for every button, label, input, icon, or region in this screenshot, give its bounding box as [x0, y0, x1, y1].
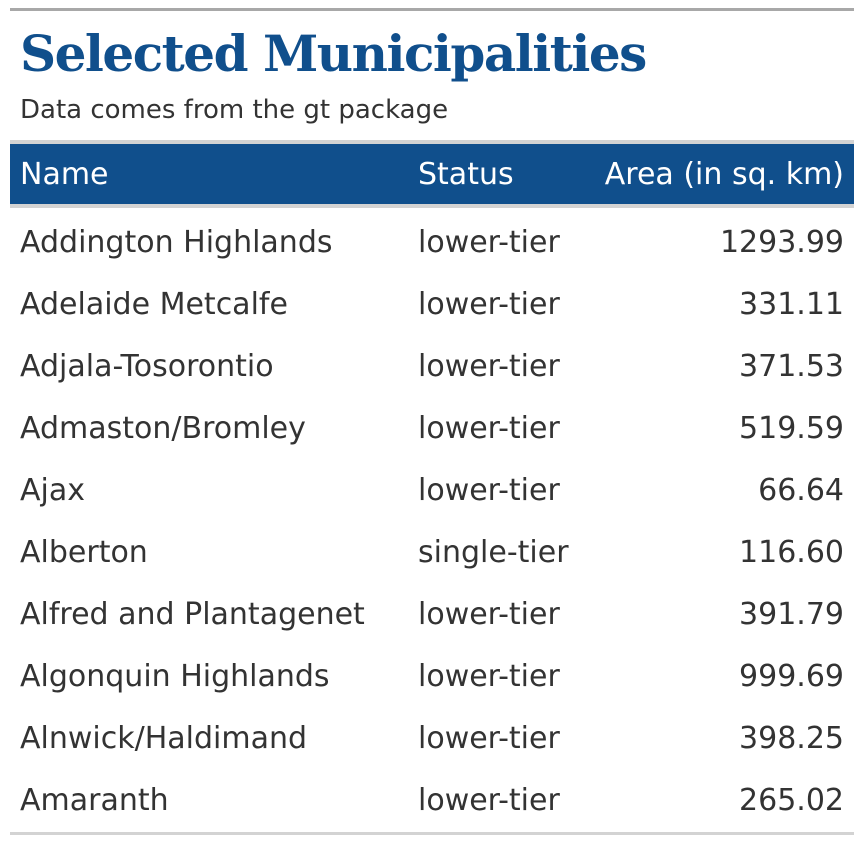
- bottom-rule: [10, 832, 854, 835]
- table-row: Ajax lower-tier 66.64: [10, 459, 854, 521]
- cell-area: 391.79: [739, 596, 844, 632]
- cell-area: 116.60: [739, 534, 844, 570]
- column-header-status[interactable]: Status: [418, 156, 514, 192]
- table-body: Addington Highlands lower-tier 1293.99 A…: [10, 211, 854, 831]
- cell-area: 999.69: [739, 658, 844, 694]
- column-header-row: Name Status Area (in sq. km): [10, 140, 854, 208]
- cell-name: Adelaide Metcalfe: [20, 286, 288, 322]
- table-row: Addington Highlands lower-tier 1293.99: [10, 211, 854, 273]
- cell-name: Amaranth: [20, 782, 169, 818]
- column-header-name[interactable]: Name: [20, 156, 109, 192]
- cell-status: lower-tier: [418, 286, 560, 322]
- table-row: Algonquin Highlands lower-tier 999.69: [10, 645, 854, 707]
- cell-area: 265.02: [739, 782, 844, 818]
- cell-area: 66.64: [758, 472, 844, 508]
- cell-status: lower-tier: [418, 472, 560, 508]
- table-subtitle: Data comes from the gt package: [20, 95, 449, 125]
- table-row: Adelaide Metcalfe lower-tier 331.11: [10, 273, 854, 335]
- cell-name: Adjala-Tosorontio: [20, 348, 274, 384]
- cell-status: lower-tier: [418, 224, 560, 260]
- table-row: Amaranth lower-tier 265.02: [10, 769, 854, 831]
- cell-area: 331.11: [739, 286, 844, 322]
- cell-status: lower-tier: [418, 720, 560, 756]
- cell-status: lower-tier: [418, 348, 560, 384]
- cell-status: single-tier: [418, 534, 569, 570]
- cell-area: 519.59: [739, 410, 844, 446]
- cell-name: Addington Highlands: [20, 224, 333, 260]
- table-row: Alberton single-tier 116.60: [10, 521, 854, 583]
- column-header-area[interactable]: Area (in sq. km): [604, 156, 844, 192]
- cell-name: Admaston/Bromley: [20, 410, 306, 446]
- table-row: Alnwick/Haldimand lower-tier 398.25: [10, 707, 854, 769]
- top-rule: [10, 8, 854, 11]
- cell-status: lower-tier: [418, 596, 560, 632]
- cell-name: Alberton: [20, 534, 148, 570]
- cell-status: lower-tier: [418, 782, 560, 818]
- cell-area: 398.25: [739, 720, 844, 756]
- cell-name: Algonquin Highlands: [20, 658, 330, 694]
- table-row: Admaston/Bromley lower-tier 519.59: [10, 397, 854, 459]
- cell-status: lower-tier: [418, 658, 560, 694]
- cell-name: Alfred and Plantagenet: [20, 596, 365, 632]
- table-row: Alfred and Plantagenet lower-tier 391.79: [10, 583, 854, 645]
- data-table: Selected Municipalities Data comes from …: [10, 8, 854, 835]
- cell-status: lower-tier: [418, 410, 560, 446]
- table-title: Selected Municipalities: [20, 24, 647, 83]
- cell-area: 371.53: [739, 348, 844, 384]
- cell-name: Ajax: [20, 472, 85, 508]
- table-row: Adjala-Tosorontio lower-tier 371.53: [10, 335, 854, 397]
- cell-name: Alnwick/Haldimand: [20, 720, 308, 756]
- cell-area: 1293.99: [719, 224, 844, 260]
